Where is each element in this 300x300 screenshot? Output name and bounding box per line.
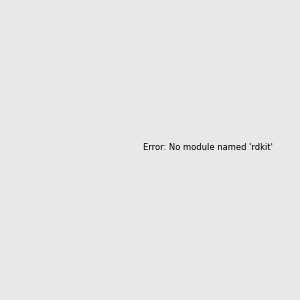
Text: Error: No module named 'rdkit': Error: No module named 'rdkit' xyxy=(143,143,273,152)
